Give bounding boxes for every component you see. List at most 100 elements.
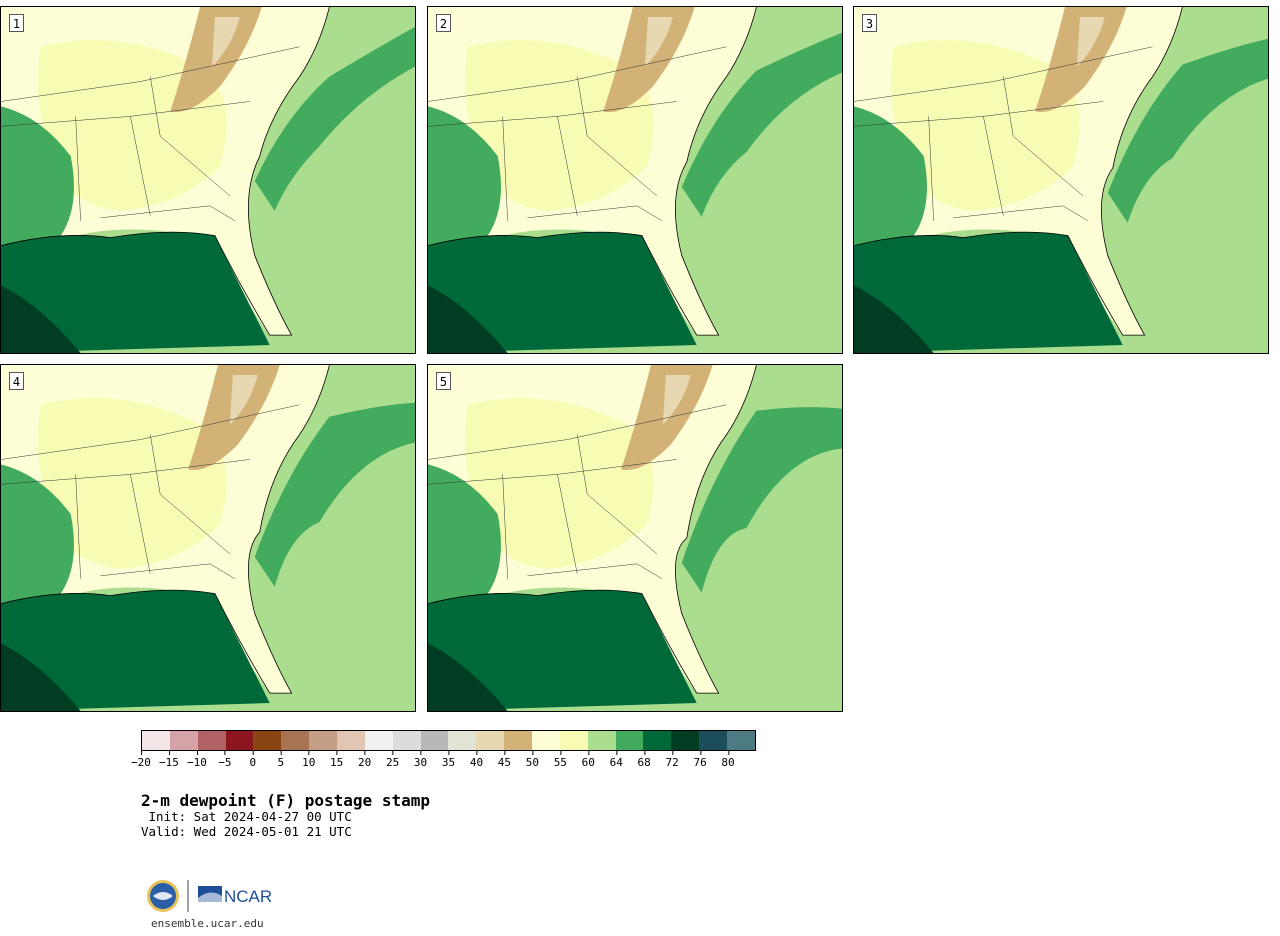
colorbar-tick-label: 5 — [277, 756, 285, 769]
colorbar-tick-label: 0 — [249, 756, 257, 769]
colorbar-tick-label: 55 — [553, 756, 567, 769]
colorbar-tick: 15 — [330, 751, 343, 769]
western-moist-field — [1, 464, 74, 604]
colorbar — [141, 730, 756, 751]
colorbar-swatch — [643, 731, 672, 750]
colorbar-swatch — [559, 731, 588, 750]
state-boundaries — [1, 46, 300, 221]
colorbar-tick: −10 — [187, 751, 207, 769]
state-boundaries — [428, 46, 727, 221]
dewpoint-map — [428, 365, 842, 711]
colorbar-tick-label: 25 — [385, 756, 400, 769]
colorbar-tick: 35 — [442, 751, 455, 769]
colorbar-swatch — [142, 731, 170, 750]
colorbar-tick: 64 — [610, 751, 623, 769]
western-moist-field — [428, 106, 501, 246]
gulf-deep-field — [1, 643, 81, 711]
coastline — [428, 365, 757, 694]
colorbar-tick-label: 76 — [693, 756, 707, 769]
colorbar-swatch — [448, 731, 477, 750]
gulf-deep-field — [854, 285, 934, 353]
colorbar-tick: 76 — [693, 751, 707, 769]
map-panel-1: 1 — [0, 6, 416, 354]
chart-title: 2-m dewpoint (F) postage stamp — [141, 791, 430, 810]
gulf-field — [428, 590, 697, 711]
appalachian-dry-core — [1076, 16, 1105, 67]
panel-label: 5 — [436, 372, 451, 390]
colorbar-tick-label: 10 — [302, 756, 316, 769]
coastline — [1, 7, 330, 336]
western-moist-field — [1, 106, 74, 246]
colorbar-swatch — [309, 731, 338, 750]
colorbar-tick: 68 — [638, 751, 651, 769]
gulf-deep-field — [1, 285, 81, 353]
colorbar-tick: 5 — [277, 751, 284, 769]
panel-label: 2 — [436, 14, 451, 32]
colorbar-tick-label: 72 — [665, 756, 679, 769]
colorbar-tick-label: 68 — [637, 756, 651, 769]
gulf-stream-band — [681, 407, 842, 593]
colorbar-tick: 45 — [498, 751, 511, 769]
gulf-field — [1, 590, 270, 711]
colorbar-swatch — [615, 731, 644, 750]
map-panel-4: 4 — [0, 364, 416, 712]
gulf-stream-band — [254, 26, 415, 211]
colorbar-swatch — [225, 731, 254, 750]
colorbar-tick: 50 — [526, 751, 539, 769]
state-boundaries — [854, 46, 1153, 221]
colorbar-tick: 30 — [414, 751, 427, 769]
dewpoint-map — [1, 7, 415, 353]
ncar-wordmark: NCAR — [224, 887, 272, 906]
colorbar-swatch — [364, 731, 393, 750]
colorbar-tick: 25 — [386, 751, 399, 769]
colorbar-tick: 10 — [302, 751, 315, 769]
panel-label: 4 — [9, 372, 24, 390]
gulf-deep-field — [428, 643, 508, 711]
appalachian-dry-core — [211, 16, 240, 67]
colorbar-tick-label: 60 — [581, 756, 595, 769]
gulf-stream-band — [681, 32, 842, 217]
colorbar-swatch — [532, 731, 560, 750]
colorbar-tick-label: −10 — [186, 756, 207, 769]
appalachian-dry-core — [229, 374, 258, 425]
colorbar-tick: 55 — [554, 751, 567, 769]
colorbar-tick: −5 — [218, 751, 231, 769]
map-panel-3: 3 — [853, 6, 1269, 354]
colorbar-tick-label: 30 — [413, 756, 428, 769]
nsf-logo — [147, 880, 179, 912]
colorbar-swatch — [337, 731, 365, 750]
colorbar-tick: 20 — [358, 751, 371, 769]
state-boundaries — [428, 404, 727, 579]
map-panel-5: 5 — [427, 364, 843, 712]
colorbar-swatch — [476, 731, 505, 750]
colorbar-tick: −15 — [159, 751, 179, 769]
gulf-stream-band — [1107, 38, 1268, 223]
colorbar-tick: 0 — [249, 751, 257, 769]
colorbar-swatch — [392, 731, 421, 750]
dewpoint-map — [428, 7, 842, 353]
colorbar-tick-label: 15 — [330, 756, 344, 769]
colorbar-tick-label: 35 — [441, 756, 456, 769]
colorbar-swatch — [420, 731, 449, 750]
colorbar-swatch — [727, 731, 755, 750]
colorbar-swatch — [253, 731, 282, 750]
colorbar-tick-label: −15 — [159, 756, 179, 769]
dewpoint-map — [1, 365, 415, 711]
colorbar-tick: 40 — [470, 751, 483, 769]
gulf-deep-field — [428, 285, 508, 353]
colorbar-swatch — [504, 731, 533, 750]
colorbar-swatch — [671, 731, 700, 750]
colorbar-tick-label: 80 — [721, 756, 735, 769]
coastline — [854, 7, 1183, 336]
colorbar-tick-label: 45 — [497, 756, 512, 769]
gulf-field — [428, 232, 697, 353]
western-moist-field — [428, 464, 501, 604]
panel-label: 3 — [862, 14, 877, 32]
colorbar-swatch — [169, 731, 198, 750]
coastline — [1, 365, 330, 694]
panel-label: 1 — [9, 14, 24, 32]
valid-time: Valid: Wed 2024-05-01 21 UTC — [141, 824, 352, 839]
colorbar-tick-label: 64 — [609, 756, 623, 769]
western-moist-field — [854, 106, 927, 246]
colorbar-swatch — [281, 731, 310, 750]
